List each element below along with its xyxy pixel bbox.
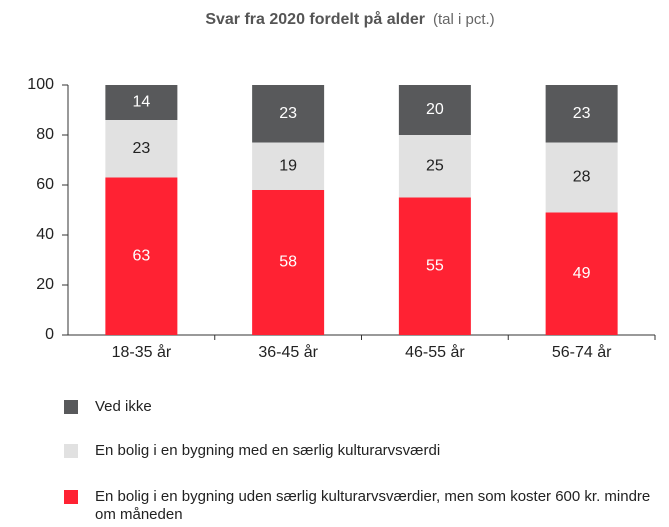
x-tick-label: 46-55 år [405,343,465,361]
bar-segment [545,142,618,213]
legend-swatch [64,400,78,414]
legend-label: En bolig i en bygning med en særlig kult… [95,442,441,459]
data-label: 63 [132,247,150,264]
chart-title-line: Svar fra 2020 fordelt på alder (tal i pct… [205,10,494,28]
data-label: 23 [573,105,591,122]
bar-segment [252,142,325,190]
y-tick-label: 80 [36,126,54,143]
legend-swatch [64,490,78,504]
y-tick-label: 0 [45,326,54,343]
x-tick-label: 18-35 år [112,343,172,361]
legend-item: En bolig i en bygning med en særlig kult… [64,442,664,460]
bar-segment [398,197,471,335]
legend-label: En bolig i en bygning uden særlig kultur… [95,488,651,523]
bar-segment [398,85,471,135]
legend-label: Ved ikke [95,398,152,415]
data-label: 19 [279,157,297,174]
legend-item: En bolig i en bygning uden særlig kultur… [64,488,664,524]
data-label: 23 [132,140,150,157]
y-tick-label: 20 [36,276,54,293]
data-label: 55 [426,257,444,274]
data-label: 14 [132,94,150,111]
chart-subtitle: (tal i pct.) [433,11,495,28]
chart: Svar fra 2020 fordelt på alder (tal i pct… [27,10,656,361]
y-tick-label: 40 [36,226,54,243]
data-label: 23 [279,105,297,122]
x-tick-label: 56-74 år [552,343,612,361]
bar-segment [545,212,618,335]
y-tick-label: 100 [27,76,54,93]
legend-item: Ved ikke [64,398,664,416]
y-tick-label: 60 [36,176,54,193]
bar-segment [252,190,325,335]
chart-title: Svar fra 2020 fordelt på alder [205,10,425,28]
data-label: 25 [426,157,444,174]
x-tick-label: 36-45 år [258,343,318,361]
bar-segment [545,85,618,143]
bar-segment [105,177,178,335]
data-label: 58 [279,254,297,271]
bar-segment [105,85,178,120]
data-label: 20 [426,101,444,118]
bar-segment [252,85,325,143]
bar-segment [398,135,471,198]
legend-swatch [64,444,78,458]
data-label: 28 [573,169,591,186]
bar-segment [105,120,178,178]
data-label: 49 [573,265,591,282]
